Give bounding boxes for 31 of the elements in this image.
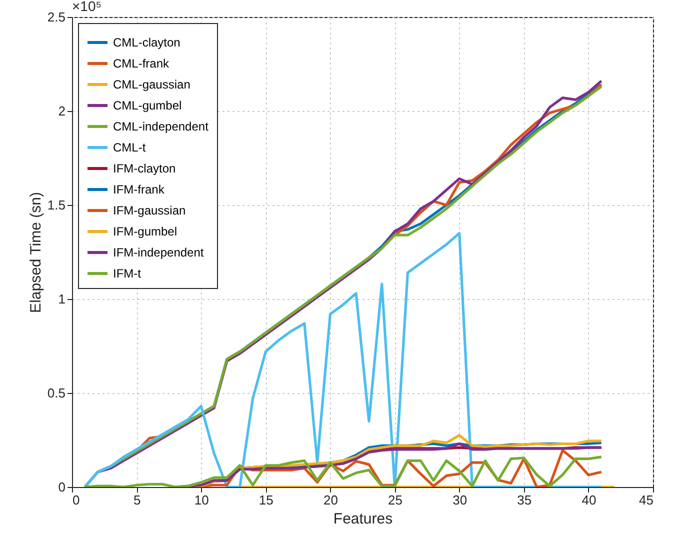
y-tick-label: 0.5 bbox=[47, 386, 66, 400]
legend-label: CML-t bbox=[113, 140, 146, 154]
x-tick-label: 30 bbox=[452, 492, 468, 508]
legend-label: CML-frank bbox=[113, 56, 170, 70]
x-tick-label: 45 bbox=[639, 492, 654, 508]
legend-label: CML-gumbel bbox=[113, 98, 182, 112]
x-tick-label: 10 bbox=[194, 492, 209, 508]
x-tick-label: 25 bbox=[388, 492, 403, 508]
y-tick-label: 0 bbox=[58, 480, 66, 494]
x-tick-label: 5 bbox=[133, 492, 141, 508]
y-axis-title: Elapsed Time (sn) bbox=[27, 192, 44, 313]
x-tick-label: 0 bbox=[72, 492, 80, 508]
legend-label: IFM-clayton bbox=[113, 162, 176, 176]
legend-label: IFM-t bbox=[113, 266, 142, 280]
legend-label: CML-gaussian bbox=[113, 78, 190, 92]
legend-label: IFM-gumbel bbox=[113, 224, 178, 238]
y-tick-label: 1 bbox=[58, 292, 66, 306]
legend-label: CML-independent bbox=[113, 120, 210, 134]
x-tick-label: 35 bbox=[517, 492, 532, 508]
x-tick-label: 20 bbox=[323, 492, 338, 508]
x-tick-label: 15 bbox=[258, 492, 274, 508]
y-tick-label: 2 bbox=[58, 104, 66, 118]
x-axis-title: Features bbox=[333, 510, 393, 528]
legend-label: IFM-frank bbox=[113, 182, 166, 196]
x-tick-label: 40 bbox=[582, 492, 596, 508]
y-tick-label: 1.5 bbox=[47, 198, 66, 212]
legend-label: IFM-independent bbox=[113, 246, 204, 260]
text: ×10⁵ bbox=[72, 0, 102, 14]
y-tick-label: 2.5 bbox=[47, 10, 66, 24]
legend-label: CML-clayton bbox=[113, 36, 180, 50]
legend-label: IFM-gaussian bbox=[113, 204, 186, 218]
